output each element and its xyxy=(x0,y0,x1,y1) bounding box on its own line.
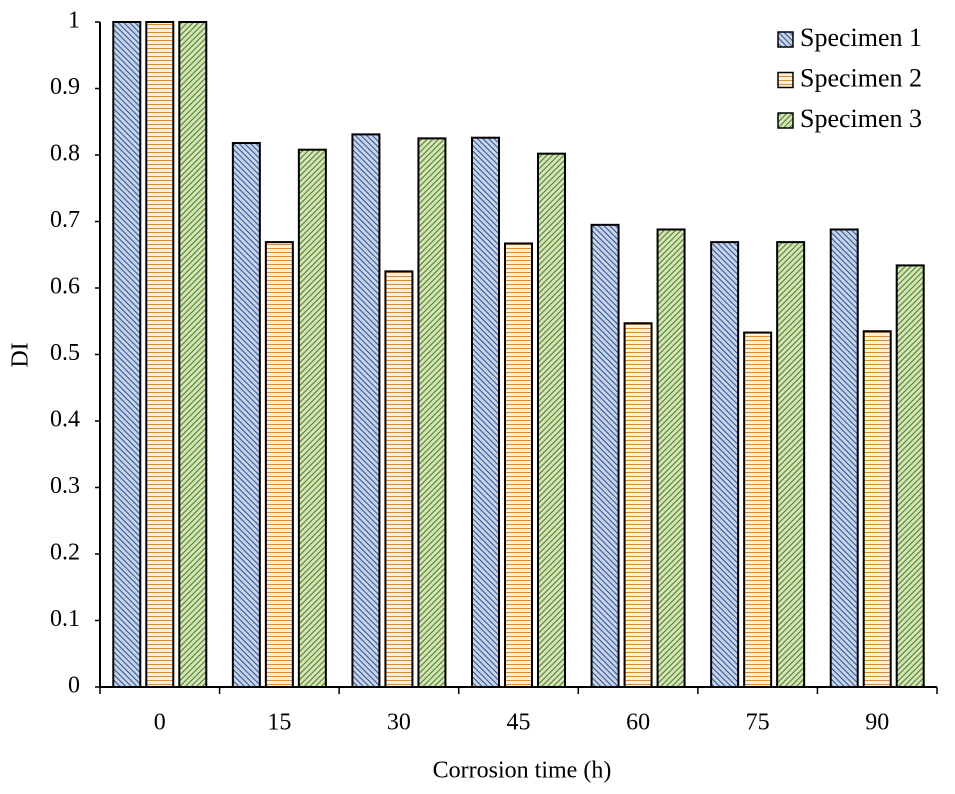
y-tick-label: 0.9 xyxy=(50,74,80,100)
y-tick-label: 0.4 xyxy=(50,407,80,433)
y-tick-label: 0.8 xyxy=(50,141,80,167)
x-tick-label: 75 xyxy=(746,710,770,736)
bar xyxy=(776,241,806,689)
y-tick-label: 0 xyxy=(68,673,80,699)
bar xyxy=(145,21,175,688)
x-tick-label: 0 xyxy=(154,710,166,736)
legend-swatch xyxy=(777,31,794,48)
y-tick-label: 0.6 xyxy=(50,274,80,300)
y-tick-label: 0.5 xyxy=(50,340,80,366)
bar xyxy=(590,223,620,688)
bar xyxy=(417,137,447,688)
x-tick-label: 45 xyxy=(507,710,531,736)
y-tick-label: 0.7 xyxy=(50,207,80,233)
bar xyxy=(623,322,653,688)
bar xyxy=(384,270,414,688)
bar xyxy=(471,136,500,688)
bar xyxy=(710,241,740,689)
x-tick-label: 15 xyxy=(267,710,291,736)
bar xyxy=(537,152,566,689)
bar xyxy=(656,228,686,688)
legend-swatch xyxy=(777,71,794,89)
bar xyxy=(231,142,261,688)
legend-swatch xyxy=(777,112,794,129)
bar xyxy=(297,148,327,688)
y-tick-label: 0.3 xyxy=(50,473,80,499)
legend-label: Specimen 3 xyxy=(800,104,922,133)
bar xyxy=(743,331,773,688)
x-tick-label: 60 xyxy=(626,710,650,736)
bar xyxy=(178,21,208,688)
x-tick-label: 90 xyxy=(865,710,889,736)
bar xyxy=(895,264,925,688)
bar xyxy=(112,21,142,688)
y-axis-label: DI xyxy=(8,342,34,367)
y-tick-label: 1 xyxy=(68,8,80,34)
y-tick-label: 0.2 xyxy=(50,540,80,566)
bar xyxy=(504,242,533,688)
x-tick-label: 30 xyxy=(387,710,411,736)
legend-label: Specimen 2 xyxy=(800,63,922,92)
bar xyxy=(862,330,892,688)
x-axis-label: Corrosion time (h) xyxy=(433,758,612,784)
legend-label: Specimen 1 xyxy=(800,23,922,52)
y-tick-label: 0.1 xyxy=(50,606,80,632)
bar xyxy=(351,133,381,688)
bar xyxy=(829,228,859,688)
bar xyxy=(264,241,294,689)
